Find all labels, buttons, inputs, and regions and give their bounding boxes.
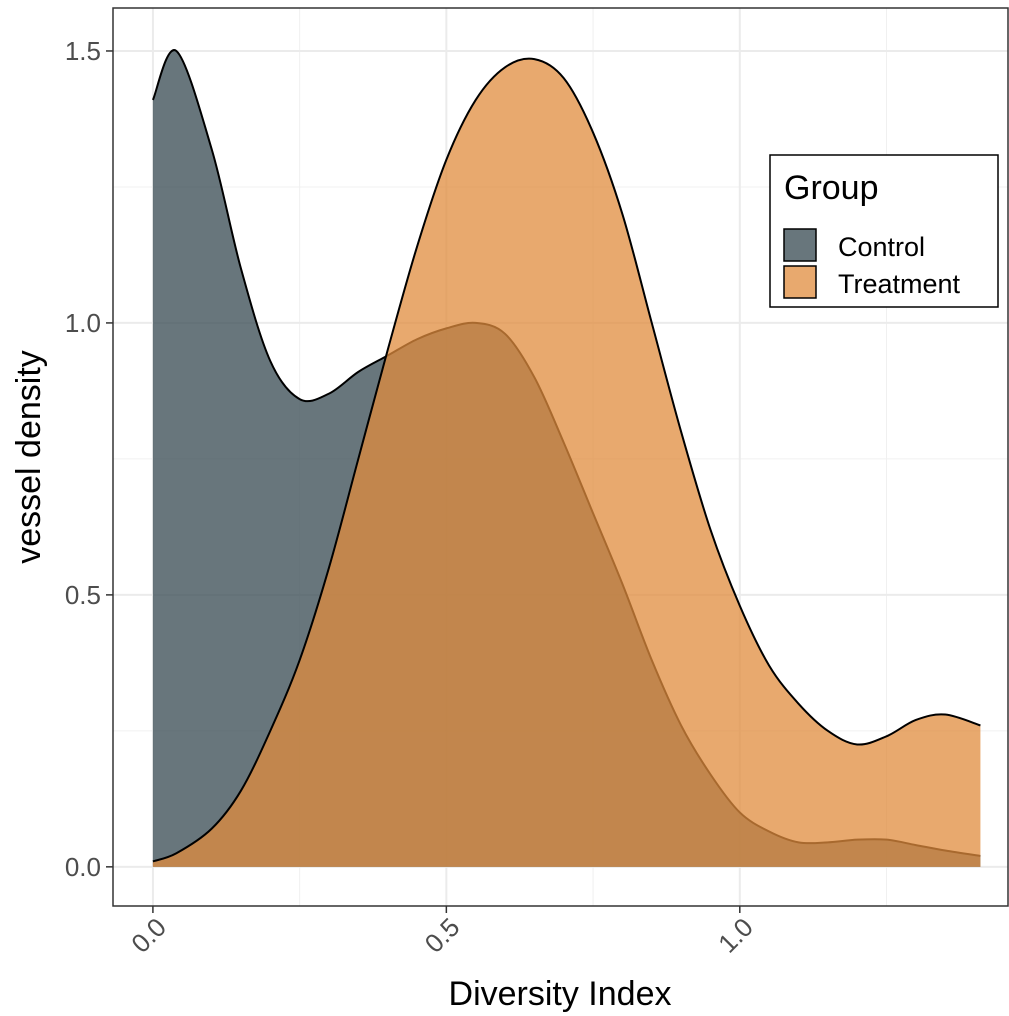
legend-swatch xyxy=(783,265,817,299)
y-axis-label: vessel density xyxy=(10,350,48,564)
y-tick-label: 1.0 xyxy=(65,308,101,338)
density-area xyxy=(152,58,981,867)
x-tick-label: 1.0 xyxy=(712,912,759,959)
x-tick-label: 0.0 xyxy=(125,912,172,959)
legend-title: Group xyxy=(784,169,879,207)
legend-swatch xyxy=(783,228,817,262)
legend-label: Treatment xyxy=(838,269,961,299)
x-tick-label: 0.5 xyxy=(419,912,466,959)
legend-label: Control xyxy=(838,232,925,262)
panel-border xyxy=(112,7,1009,907)
y-tick-label: 0.5 xyxy=(65,580,101,610)
x-axis-label: Diversity Index xyxy=(449,975,672,1013)
y-tick-label: 1.5 xyxy=(65,36,101,66)
y-tick-label: 0.0 xyxy=(65,852,101,882)
density-line xyxy=(152,57,981,863)
